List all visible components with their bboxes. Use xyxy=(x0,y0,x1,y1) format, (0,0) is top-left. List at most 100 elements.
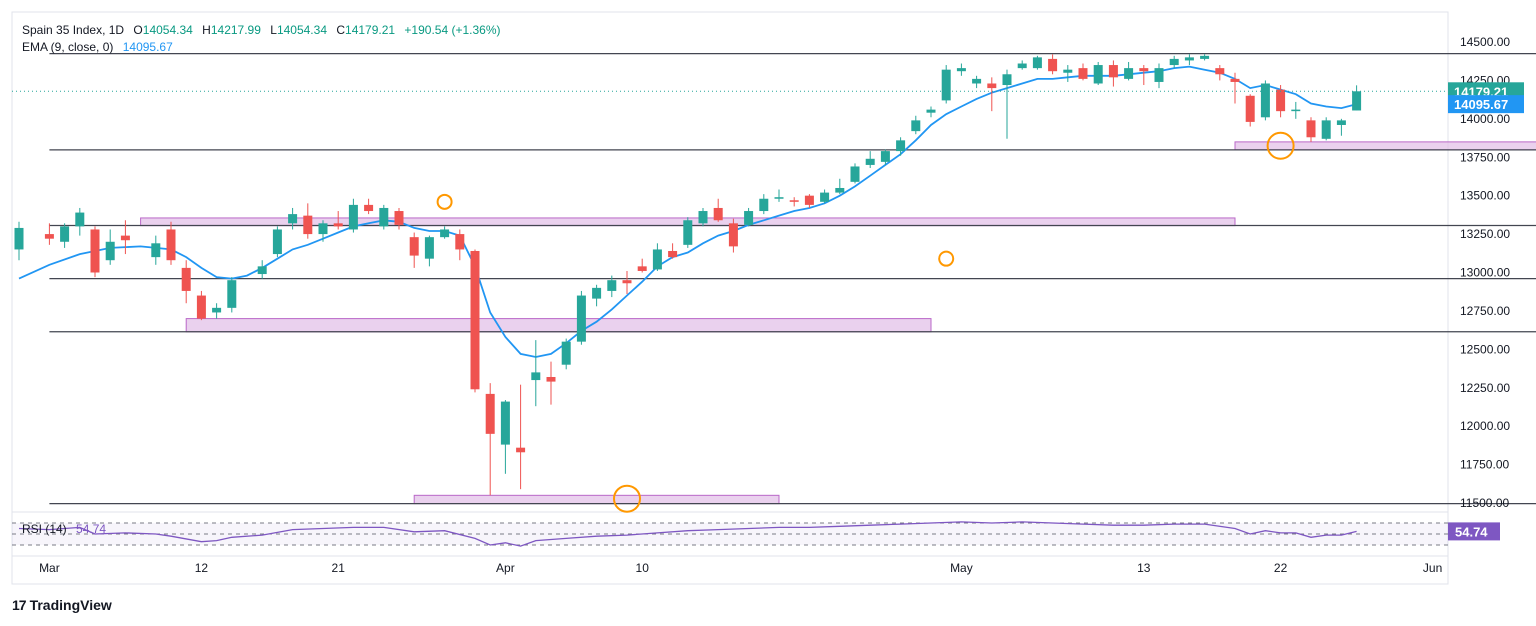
candle-down xyxy=(1306,117,1316,142)
candle-up xyxy=(880,149,890,165)
price-tick-label: 12750.00 xyxy=(1460,304,1510,318)
rsi-line xyxy=(18,521,1357,547)
candle-body xyxy=(622,280,632,284)
candle-down xyxy=(1276,85,1286,118)
support-zone xyxy=(413,494,780,505)
candle-body xyxy=(424,237,434,259)
symbol-label: Spain 35 Index, 1D xyxy=(22,23,125,37)
candle-body xyxy=(1139,68,1149,72)
candle-body xyxy=(972,78,982,84)
price-tick-label: 13750.00 xyxy=(1460,150,1510,164)
candle-up xyxy=(288,207,298,230)
candle-body xyxy=(303,215,313,235)
candle-body xyxy=(60,226,70,242)
candle-body xyxy=(531,372,541,381)
rsi-badge-bg xyxy=(1448,522,1500,541)
candle-up xyxy=(14,221,24,261)
candle-up xyxy=(1321,117,1331,141)
candle-down xyxy=(1108,60,1118,87)
candle-body xyxy=(485,393,495,434)
candle-up xyxy=(896,137,906,156)
highlight-circle xyxy=(436,193,453,210)
candle-body xyxy=(774,197,784,199)
candle-body xyxy=(1260,83,1270,118)
candle-body xyxy=(1078,68,1088,79)
candle-body xyxy=(911,120,921,132)
candle-up xyxy=(1124,61,1134,81)
candle-body xyxy=(1154,68,1164,82)
candle-down xyxy=(455,229,465,261)
candle-body xyxy=(500,401,510,445)
candle-up xyxy=(424,235,434,267)
candle-body xyxy=(1306,120,1316,138)
candle-body xyxy=(1336,120,1346,125)
candle-body xyxy=(1048,58,1058,72)
price-tick-label: 13000.00 xyxy=(1460,266,1510,280)
candle-down xyxy=(1078,63,1088,81)
change-value: +190.54 (+1.36%) xyxy=(404,23,501,37)
candle-up xyxy=(272,226,282,258)
candle-body xyxy=(1124,68,1134,79)
candle-body xyxy=(1093,65,1103,84)
candle-up xyxy=(257,260,267,279)
candle-body xyxy=(896,140,906,152)
ema-legend: EMA (9, close, 0) 14095.67 xyxy=(22,40,179,54)
time-tick-label: 22 xyxy=(1274,561,1288,575)
candle-up xyxy=(105,229,115,265)
candle-up xyxy=(956,63,966,76)
candle-up xyxy=(1093,61,1103,86)
candle-down xyxy=(668,243,678,259)
tradingview-brand[interactable]: 17 TradingView xyxy=(12,597,112,613)
candle-down xyxy=(728,218,738,253)
candle-body xyxy=(683,220,693,245)
candle-body xyxy=(789,200,799,202)
candle-body xyxy=(713,207,723,221)
time-tick-label: Apr xyxy=(496,561,515,575)
candle-body xyxy=(1017,63,1027,69)
candle-up xyxy=(576,290,586,345)
candle-down xyxy=(622,270,632,295)
low-value: 14054.34 xyxy=(276,23,327,37)
rsi-band xyxy=(12,523,1448,545)
low-label: L xyxy=(270,23,277,37)
candle-body xyxy=(364,204,374,212)
candle-body xyxy=(120,235,130,241)
price-tick-label: 12000.00 xyxy=(1460,419,1510,433)
price-tick-label: 14000.00 xyxy=(1460,112,1510,126)
candle-body xyxy=(941,69,951,101)
candle-down xyxy=(303,203,313,239)
candle-down xyxy=(364,198,374,215)
candle-down xyxy=(44,223,54,245)
high-group: H14217.99 xyxy=(202,23,261,37)
candle-up xyxy=(1169,55,1179,69)
candle-body xyxy=(455,234,465,250)
candle-body xyxy=(379,207,389,227)
candle-up xyxy=(835,178,845,195)
candle-body xyxy=(333,223,343,227)
candle-down xyxy=(1245,94,1255,127)
candle-body xyxy=(470,250,480,390)
candle-body xyxy=(1169,58,1179,66)
candle-body xyxy=(90,229,100,273)
ema-line xyxy=(18,65,1357,358)
candle-body xyxy=(196,295,206,319)
candle-body xyxy=(1291,109,1301,112)
candle-body xyxy=(728,223,738,247)
candle-down xyxy=(394,207,404,230)
candle-body xyxy=(698,211,708,224)
candle-up xyxy=(500,400,510,474)
support-zone xyxy=(185,318,932,333)
candle-body xyxy=(987,83,997,89)
time-tick-label: 12 xyxy=(195,561,209,575)
price-axis: 14500.0014250.0014000.0013750.0013500.00… xyxy=(12,35,1524,510)
close-value: 14179.21 xyxy=(345,23,396,37)
candle-down xyxy=(637,258,647,273)
candle-body xyxy=(272,229,282,255)
candle-body xyxy=(181,267,191,291)
candle-down xyxy=(196,290,206,321)
candle-up xyxy=(698,207,708,227)
candle-body xyxy=(1321,120,1331,139)
plot-frame xyxy=(11,11,1449,585)
candle-up xyxy=(592,284,602,307)
